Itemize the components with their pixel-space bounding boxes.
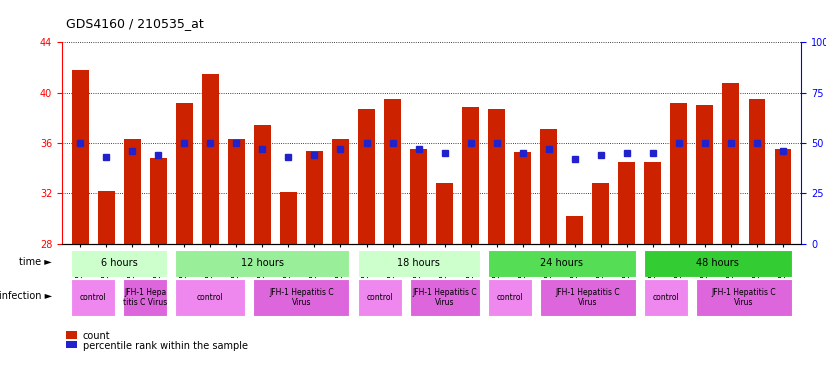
Bar [71, 250, 167, 277]
Bar [358, 279, 401, 316]
Bar [696, 279, 792, 316]
Text: 6 hours: 6 hours [101, 258, 138, 268]
Text: percentile rank within the sample: percentile rank within the sample [83, 341, 248, 351]
Bar [358, 109, 375, 244]
Text: control: control [653, 293, 679, 302]
Bar [644, 162, 662, 244]
Bar [175, 250, 349, 277]
Bar [775, 149, 791, 244]
Bar [124, 139, 140, 244]
Bar [306, 151, 323, 244]
Bar [487, 250, 636, 277]
Text: JFH-1 Hepa
titis C Virus: JFH-1 Hepa titis C Virus [123, 288, 168, 307]
Bar [671, 103, 687, 244]
Text: JFH-1 Hepatitis C
Virus: JFH-1 Hepatitis C Virus [269, 288, 334, 307]
Bar [487, 279, 532, 316]
Bar [228, 139, 244, 244]
Text: control: control [366, 293, 393, 302]
Bar [384, 99, 401, 244]
Bar [411, 149, 427, 244]
Bar [72, 70, 88, 244]
Bar [123, 279, 167, 316]
Text: control: control [80, 293, 107, 302]
Bar [436, 184, 453, 244]
Bar [592, 184, 610, 244]
Bar [723, 83, 739, 244]
Bar [150, 158, 167, 244]
Bar [202, 74, 219, 244]
Text: 18 hours: 18 hours [397, 258, 440, 268]
Text: infection ►: infection ► [0, 291, 52, 301]
Text: JFH-1 Hepatitis C
Virus: JFH-1 Hepatitis C Virus [712, 288, 776, 307]
Bar [175, 279, 245, 316]
Bar [515, 152, 531, 244]
Text: JFH-1 Hepatitis C
Virus: JFH-1 Hepatitis C Virus [555, 288, 620, 307]
Bar [567, 216, 583, 244]
Bar [176, 103, 192, 244]
Bar [488, 109, 506, 244]
Bar [358, 250, 480, 277]
Text: 24 hours: 24 hours [540, 258, 583, 268]
Bar [71, 279, 115, 316]
Text: control: control [496, 293, 523, 302]
Bar [696, 105, 714, 244]
Bar [254, 126, 271, 244]
Text: control: control [197, 293, 224, 302]
Bar [410, 279, 480, 316]
Bar [540, 129, 558, 244]
Bar [643, 279, 688, 316]
Bar [254, 279, 349, 316]
Text: 48 hours: 48 hours [696, 258, 739, 268]
Bar [748, 99, 766, 244]
Bar [619, 162, 635, 244]
Bar [332, 139, 349, 244]
Bar [280, 192, 297, 244]
Bar [463, 106, 479, 244]
Text: 12 hours: 12 hours [241, 258, 284, 268]
Bar [539, 279, 636, 316]
Bar [97, 191, 115, 244]
Text: JFH-1 Hepatitis C
Virus: JFH-1 Hepatitis C Virus [412, 288, 477, 307]
Text: GDS4160 / 210535_at: GDS4160 / 210535_at [66, 17, 204, 30]
Text: time ►: time ► [19, 257, 52, 267]
Bar [643, 250, 792, 277]
Text: count: count [83, 331, 110, 341]
